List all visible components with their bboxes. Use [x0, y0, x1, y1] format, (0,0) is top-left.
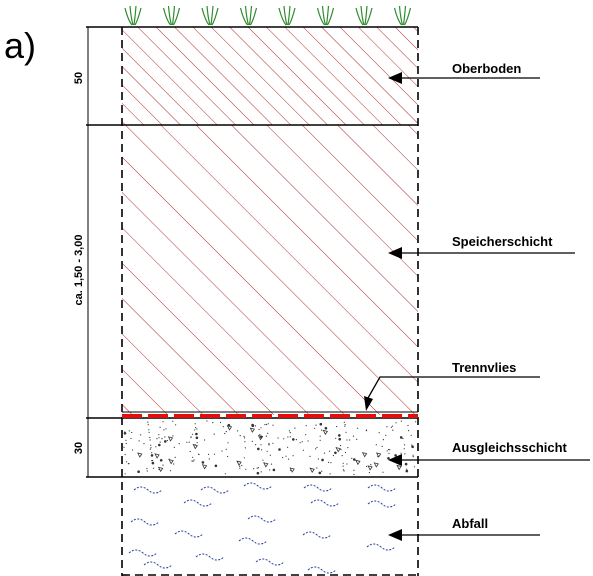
- label-abfall: Abfall: [452, 516, 488, 531]
- dimension-ausgleichsschicht: 30: [73, 442, 85, 454]
- arrow-icon: [388, 454, 402, 466]
- layer-ausgleichsschicht: [123, 420, 417, 476]
- leader-ausgleichsschicht: Ausgleichsschicht: [388, 440, 590, 466]
- dimension-oberboden: 50: [73, 72, 85, 84]
- arrow-icon: [388, 529, 402, 541]
- arrow-icon: [364, 396, 373, 411]
- panel-label: a): [4, 25, 36, 66]
- dimension-speicherschicht: ca. 1,50 - 3,00: [73, 235, 85, 306]
- arrow-icon: [388, 72, 402, 84]
- label-oberboden: Oberboden: [452, 61, 521, 76]
- layer-oberboden: [122, 27, 418, 125]
- layer-trennvlies: [122, 411, 418, 418]
- label-ausgleichsschicht: Ausgleichsschicht: [452, 440, 568, 455]
- column-outline: [121, 27, 419, 576]
- label-speicherschicht: Speicherschicht: [452, 234, 553, 249]
- leader-abfall: Abfall: [388, 516, 540, 541]
- leader-oberboden: Oberboden: [388, 61, 540, 84]
- arrow-icon: [388, 247, 402, 259]
- layer-speicherschicht: [122, 125, 418, 415]
- layer-abfall: [128, 482, 397, 574]
- grass-icon: [124, 5, 412, 26]
- leader-speicherschicht: Speicherschicht: [388, 234, 575, 259]
- label-trennvlies: Trennvlies: [452, 360, 516, 375]
- leader-trennvlies: Trennvlies: [364, 360, 540, 411]
